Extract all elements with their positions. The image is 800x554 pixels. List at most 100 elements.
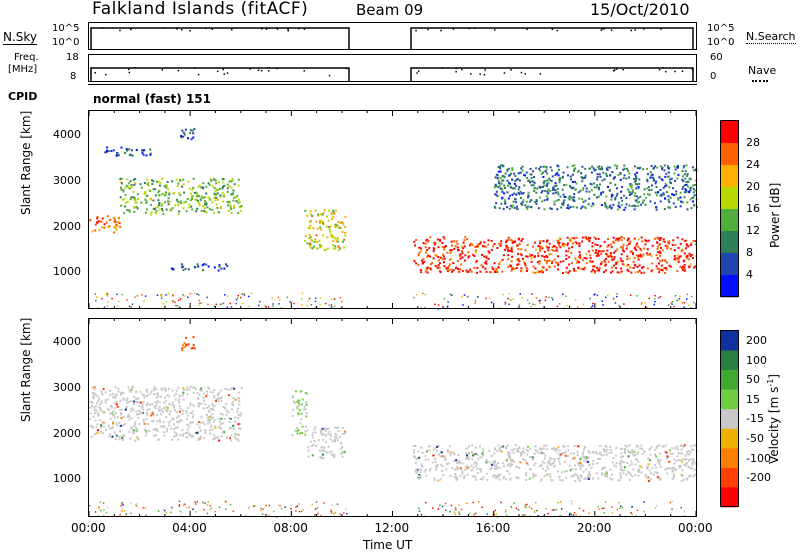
nsky-speck <box>189 30 191 32</box>
nsky-speck <box>101 27 104 29</box>
velocity-colorbar-tick-2: 50 <box>746 373 760 387</box>
freq-speck <box>622 69 624 71</box>
power-colorbar-tick-5: 8 <box>746 246 753 259</box>
nave-dots <box>752 80 768 82</box>
power-colorbar-tick-2: 20 <box>746 180 760 193</box>
power-ytick-3000: 3000 <box>53 174 81 187</box>
nsky-speck <box>526 28 528 30</box>
nsky-speck <box>261 28 263 30</box>
freq-speck <box>416 72 418 74</box>
date-label: 15/Oct/2010 <box>590 0 690 19</box>
nsky-speck <box>630 29 632 32</box>
power-echo-band-2 <box>104 146 152 157</box>
colorbar-swatch <box>721 428 738 449</box>
freq-speck <box>470 73 472 75</box>
freq-speck <box>692 69 694 71</box>
power-ytick-2000: 2000 <box>53 220 81 233</box>
colorbar-swatch <box>721 487 738 508</box>
velocity-colorbar-tick-0: 200 <box>746 334 767 347</box>
power-near-range-scatter <box>94 292 695 310</box>
colorbar-swatch <box>721 253 738 276</box>
nsky-tick-bottom: 10^0 <box>52 37 80 48</box>
freq-speck <box>94 72 96 74</box>
freq-speck <box>177 69 180 72</box>
freq-speck <box>681 70 684 72</box>
colorbar-swatch <box>721 350 738 371</box>
freq-speck <box>691 67 693 70</box>
nsky-speck <box>130 28 132 31</box>
nsky-speck <box>176 28 178 30</box>
freq-speck <box>455 67 457 70</box>
freq-speck <box>441 67 443 69</box>
freq-speck <box>503 72 506 74</box>
nsearch-tick-top: 10^5 <box>707 23 735 34</box>
freq-speck <box>520 71 523 74</box>
colorbar-swatch <box>721 275 738 298</box>
freq-speck <box>328 74 331 77</box>
nsky-tick-top: 10^5 <box>52 23 80 34</box>
xaxis-tick-1: 04:00 <box>172 521 207 535</box>
nsky-speck <box>181 29 183 31</box>
station-title: Falkland Islands (fitACF) <box>92 0 309 19</box>
nsky-speck <box>603 28 605 30</box>
nsky-speck <box>265 28 268 30</box>
freq-speck <box>483 74 486 76</box>
power-ytick-1000: 1000 <box>53 265 81 278</box>
nsky-speck <box>287 29 289 32</box>
nsky-speck <box>205 27 207 30</box>
freq-speck <box>268 70 270 72</box>
velocity-colorbar <box>720 330 739 508</box>
freq-speck <box>276 67 278 70</box>
beam-label: Beam 09 <box>356 1 424 19</box>
freq-speck <box>674 70 676 73</box>
power-echo-band-1 <box>119 177 243 216</box>
nsky-speck <box>494 29 496 31</box>
freq-speck <box>134 67 136 69</box>
nsky-speck <box>427 28 429 31</box>
velocity-echo-band-0 <box>89 385 243 442</box>
freq-speck <box>345 67 348 70</box>
freq-speck <box>662 67 664 69</box>
cpid-divider <box>88 84 697 85</box>
freq-speck <box>194 67 196 69</box>
freq-label: Freq. <box>14 52 39 63</box>
freq-speck <box>223 73 225 75</box>
velocity-echo-band-1 <box>291 390 309 436</box>
power-echo-band-7 <box>493 164 698 211</box>
power-colorbar-tick-1: 24 <box>746 158 760 171</box>
freq-speck <box>260 70 263 72</box>
freq-speck <box>197 73 200 76</box>
velocity-colorbar-tick-5: -50 <box>746 432 764 445</box>
velocity-ylabel: Slant Range [km] <box>19 317 33 422</box>
power-echo-band-5 <box>304 209 347 252</box>
freq-speck <box>417 70 420 72</box>
freq-tick-top: 18 <box>66 52 79 63</box>
freq-speck <box>216 70 219 73</box>
freq-speck <box>226 72 229 74</box>
xaxis-label: Time UT <box>363 538 413 552</box>
velocity-ytick-4000: 4000 <box>53 335 81 348</box>
colorbar-swatch <box>721 467 738 488</box>
freq-speck <box>616 68 618 70</box>
freq-speck <box>128 68 130 71</box>
velocity-colorbar-tick-1: 100 <box>746 353 767 367</box>
velocity-ytick-1000: 1000 <box>53 472 81 485</box>
freq-speck <box>461 68 463 71</box>
colorbar-swatch <box>721 209 738 232</box>
freq-speck <box>303 70 305 72</box>
velocity-colorbar-label: Velocity [m s-1] <box>766 374 781 464</box>
nsky-speck <box>601 28 604 30</box>
nsky-speck <box>643 28 645 30</box>
xaxis-tick-6: 00:00 <box>678 521 713 535</box>
power-echo-band-0 <box>89 215 122 234</box>
xaxis-tick-2: 08:00 <box>273 521 308 535</box>
freq-panel <box>88 54 697 82</box>
nsearch-tick-bottom: 10^0 <box>707 37 735 48</box>
nsearch-label: N.Search <box>746 30 796 44</box>
colorbar-swatch <box>721 370 738 390</box>
power-colorbar-tick-6: 4 <box>746 268 753 281</box>
freq-unit-label: [MHz] <box>8 64 38 75</box>
nsky-speck <box>660 28 662 30</box>
velocity-ytick-3000: 3000 <box>53 381 81 394</box>
power-ylabel: Slant Range [km] <box>19 110 33 215</box>
